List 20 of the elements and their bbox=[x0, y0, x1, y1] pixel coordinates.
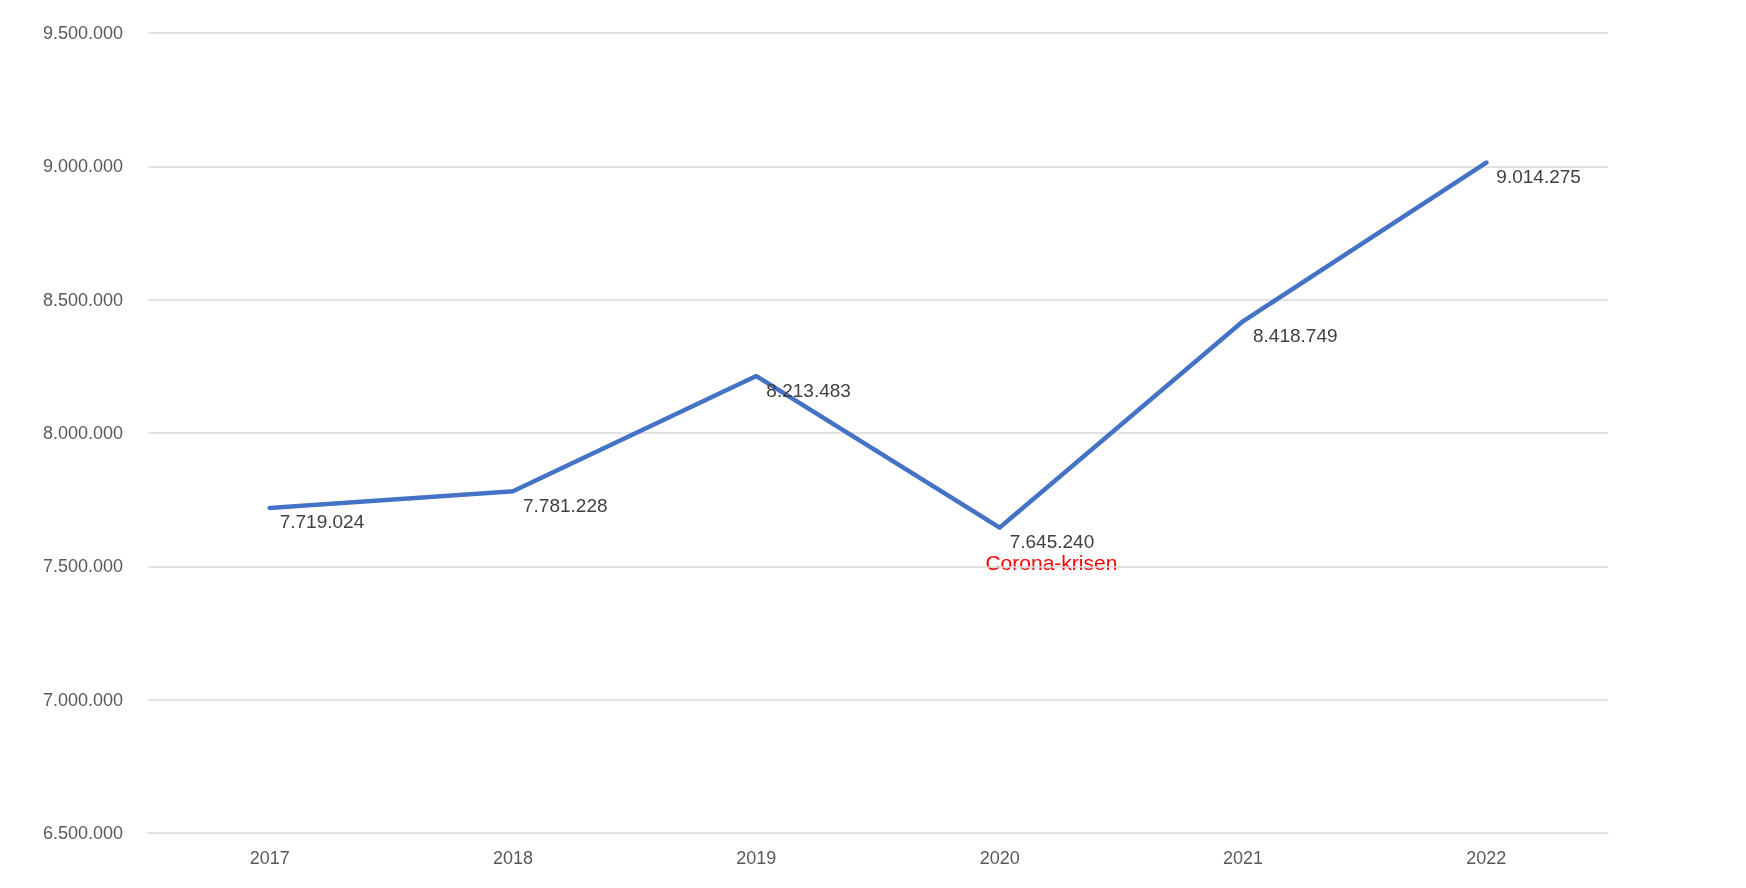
data-label: 9.014.275 bbox=[1496, 166, 1581, 188]
y-tick-label: 7.500.000 bbox=[42, 556, 123, 577]
y-tick-label: 6.500.000 bbox=[42, 823, 123, 843]
y-tick-label: 9.500.000 bbox=[42, 23, 123, 43]
y-tick-label: 9.000.000 bbox=[42, 156, 123, 177]
x-tick-label: 2018 bbox=[492, 848, 534, 868]
x-tick-label: 2022 bbox=[1466, 848, 1507, 868]
data-label: 7.645.240 bbox=[1009, 531, 1095, 553]
data-label: 7.781.228 bbox=[523, 494, 608, 516]
x-tick-label: 2017 bbox=[249, 848, 290, 868]
y-tick-label: 7.000.000 bbox=[42, 689, 123, 710]
x-tick-label: 2019 bbox=[736, 848, 777, 868]
x-tick-label: 2020 bbox=[979, 848, 1020, 868]
data-label: 7.719.024 bbox=[279, 511, 365, 533]
y-tick-label: 8.000.000 bbox=[42, 423, 123, 443]
y-tick-label: 8.500.000 bbox=[42, 289, 123, 310]
line-series bbox=[267, 160, 1489, 530]
data-label: 8.418.749 bbox=[1253, 324, 1338, 346]
x-tick-label: 2021 bbox=[1222, 848, 1264, 868]
annotation: Corona-krisen bbox=[985, 550, 1118, 574]
